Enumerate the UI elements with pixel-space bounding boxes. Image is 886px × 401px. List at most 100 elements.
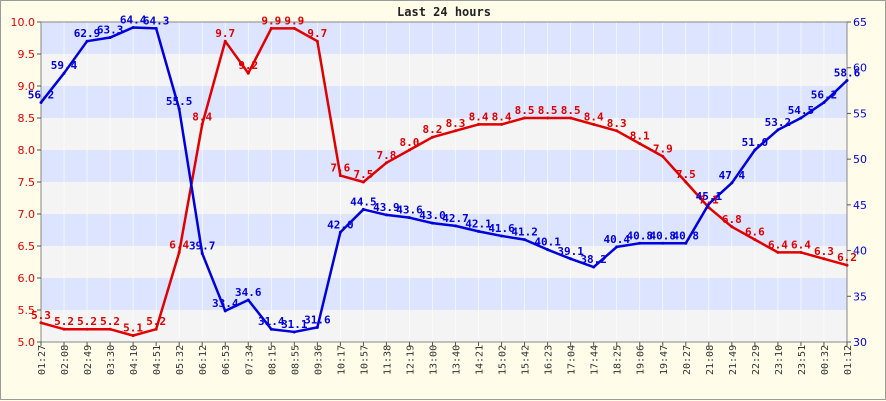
series-1-data-label: 8.4 [469,110,489,123]
y-right-tick-label: 60 [853,62,867,75]
series-2-data-label: 63.3 [97,24,124,37]
series-2-point [753,148,757,152]
x-tick-label: 12:19 [405,345,416,375]
series-1-data-label: 9.9 [284,14,304,27]
series-1-data-label: 7.1 [699,194,719,207]
series-1-point [684,180,688,184]
series-2-point [707,202,711,206]
x-tick-label: 23:10 [774,345,785,375]
series-1-point [246,71,250,75]
y-right-tick-label: 45 [853,199,867,212]
series-1-data-label: 5.2 [77,315,97,328]
series-2-data-label: 53.2 [765,116,792,129]
y-left-tick-label: 5.0 [18,336,36,349]
y-left-tick-label: 6.5 [18,240,36,253]
series-1-point [799,250,803,254]
x-tick-label: 20:27 [682,345,693,375]
series-1-data-label: 6.4 [169,238,189,251]
series-2-point [361,207,365,211]
series-2-point [246,298,250,302]
series-1-data-label: 8.4 [192,110,212,123]
series-1-data-label: 6.4 [791,238,811,251]
series-1-point [200,122,204,126]
series-1-data-label: 7.8 [376,149,396,162]
series-2-data-label: 42.0 [327,218,354,231]
grid-band [41,214,847,246]
series-1-point [477,122,481,126]
series-1-data-label: 9.2 [238,59,258,72]
x-tick-label: 06:53 [221,345,232,375]
series-2-data-label: 40.8 [673,229,700,242]
series-2-data-label: 64.4 [120,13,147,26]
x-tick-label: 16:23 [544,345,555,375]
x-tick-label: 04:51 [152,345,163,375]
series-2-point [62,71,66,75]
series-1-data-label: 5.2 [146,315,166,328]
series-2-data-label: 43.6 [396,204,423,217]
y-left-tick-label: 9.5 [18,48,36,61]
series-2-point [177,107,181,111]
series-1-point [592,122,596,126]
x-tick-label: 21:49 [728,345,739,375]
y-right-tick-label: 35 [853,290,867,303]
series-2-point [776,128,780,132]
series-2-point [454,224,458,228]
series-2-point [845,79,849,83]
series-2-point [477,229,481,233]
series-line-1 [40,27,848,337]
series-2-data-label: 40.1 [534,236,561,249]
series-2-point [822,100,826,104]
series-1-point [361,180,365,184]
y-left-tick-label: 7.0 [18,208,36,221]
x-tick-label: 23:51 [797,345,808,375]
series-2-data-label: 43.9 [373,201,400,214]
series-2-data-label: 41.2 [511,226,538,239]
series-2-data-label: 45.1 [696,190,723,203]
series-2-data-label: 42.7 [442,212,469,225]
series-2-data-label: 34.6 [235,286,262,299]
series-2-point [546,248,550,252]
grid-band [41,182,847,214]
series-1-point [523,116,527,120]
series-2-point [569,257,573,261]
x-tick-label: 02:08 [60,345,71,375]
series-1-point [131,334,135,338]
series-2-data-label: 64.3 [143,14,170,27]
series-1-point [39,321,43,325]
series-2-point [661,241,665,245]
series-1-point [500,122,504,126]
series-1-point [430,135,434,139]
series-2-data-label: 42.1 [465,217,492,230]
y-left-tick-label: 10.0 [11,16,36,29]
series-1-data-label: 9.9 [261,14,281,27]
x-tick-label: 08:15 [267,345,278,375]
series-1-point [338,174,342,178]
x-tick-label: 21:08 [705,345,716,375]
series-2-point [407,216,411,220]
series-1-data-label: 8.0 [400,136,420,149]
x-tick-label: 03:30 [106,345,117,375]
series-1-data-label: 6.8 [722,213,742,226]
series-1-data-label: 7.6 [330,162,350,175]
series-1-point [661,154,665,158]
x-tick-label: 07:34 [244,345,255,375]
series-1-point [822,257,826,261]
series-2-point [200,251,204,255]
x-tick-label: 06:12 [198,345,209,375]
series-1-point [638,142,642,146]
x-tick-label: 22:29 [751,345,762,375]
series-1-data-label: 8.1 [630,130,650,143]
series-2-point [684,241,688,245]
series-2-data-label: 58.6 [834,67,861,80]
x-tick-label: 15:02 [498,345,509,375]
y-left-tick-label: 9.0 [18,80,36,93]
series-1-point [292,26,296,30]
x-tick-label: 10:17 [336,345,347,375]
y-left-tick-label: 6.0 [18,272,36,285]
x-tick-label: 13:40 [452,345,463,375]
series-2-data-label: 43.0 [419,209,446,222]
x-tick-label: 15:42 [521,345,532,375]
series-1-data-label: 7.9 [653,142,673,155]
series-1-point [753,238,757,242]
